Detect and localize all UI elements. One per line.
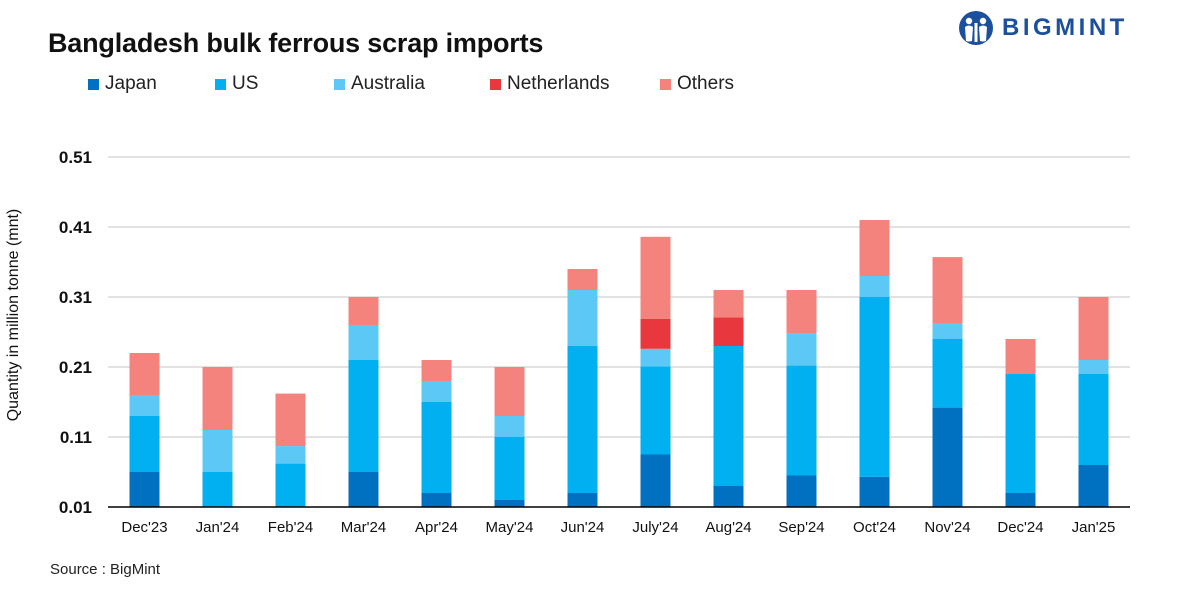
- bar-segment-australia: [640, 348, 671, 367]
- bar-segment-us: [1078, 374, 1109, 465]
- bar-segment-japan: [494, 500, 525, 507]
- x-tick-label: July'24: [632, 519, 678, 536]
- bar-segment-us: [348, 360, 379, 472]
- bar-segment-us: [202, 472, 233, 507]
- bar-segment-us: [494, 437, 525, 500]
- bar-segment-others: [567, 269, 598, 290]
- legend-label: Others: [677, 73, 735, 94]
- bar-segment-australia: [202, 430, 233, 472]
- x-tick-label: Dec'24: [997, 519, 1043, 536]
- x-tick-label: Mar'24: [341, 519, 386, 536]
- bar-segment-australia: [567, 290, 598, 346]
- legend-label: US: [232, 73, 259, 94]
- y-tick-label: 0.31: [59, 288, 92, 307]
- bar-segment-japan: [859, 476, 890, 507]
- source-note: Source : BigMint: [50, 561, 161, 578]
- legend-swatch: [490, 78, 501, 90]
- bar-segment-japan: [1078, 465, 1109, 507]
- x-tick-label: Aug'24: [705, 519, 751, 536]
- bar-segment-australia: [129, 395, 160, 416]
- bar-segment-others: [1078, 297, 1109, 360]
- bar-segment-others: [932, 257, 963, 324]
- bar-segment-japan: [713, 486, 744, 507]
- x-tick-label: Jun'24: [561, 519, 605, 536]
- bar-segment-us: [786, 365, 817, 476]
- x-tick-label: May'24: [486, 519, 534, 536]
- x-tick-label: Jan'24: [196, 519, 240, 536]
- legend-swatch: [88, 78, 99, 90]
- x-tick-label: Dec'23: [121, 519, 167, 536]
- bar-segment-us: [713, 346, 744, 486]
- y-tick-label: 0.41: [59, 218, 92, 237]
- bar-segment-japan: [640, 454, 671, 507]
- y-tick-label: 0.51: [59, 148, 92, 167]
- legend-swatch: [660, 78, 671, 90]
- logo-text: BIGMINT: [1002, 14, 1128, 41]
- bar-segment-others: [129, 353, 160, 395]
- legend-label: Japan: [105, 73, 157, 94]
- bar-segment-others: [859, 220, 890, 276]
- bar-segment-australia: [421, 381, 452, 402]
- y-tick-label: 0.11: [60, 428, 92, 447]
- legend-item-us: US: [215, 73, 258, 95]
- bar-segment-netherlands: [713, 317, 744, 346]
- x-tick-label: Sep'24: [778, 519, 824, 536]
- bar-segment-australia: [348, 325, 379, 360]
- bigmint-logo: BIGMINT: [958, 10, 1128, 46]
- bar-segment-us: [129, 416, 160, 472]
- bar-segment-us: [275, 463, 306, 507]
- bar-segment-others: [348, 297, 379, 325]
- bar-segment-others: [713, 290, 744, 318]
- bar-segment-australia: [275, 446, 306, 464]
- bar-segment-australia: [1078, 360, 1109, 374]
- bar-segment-us: [640, 366, 671, 455]
- y-tick-label: 0.21: [59, 358, 92, 377]
- x-tick-label: Feb'24: [268, 519, 313, 536]
- bar-segment-us: [421, 402, 452, 493]
- bar-segment-japan: [129, 472, 160, 507]
- legend-item-japan: Japan: [88, 73, 157, 95]
- bar-segment-others: [640, 236, 671, 319]
- bar-segment-netherlands: [640, 318, 671, 349]
- legend-label: Netherlands: [507, 73, 610, 94]
- x-tick-label: Oct'24: [853, 519, 896, 536]
- y-tick-label: 0.01: [59, 498, 92, 517]
- legend-swatch: [334, 78, 345, 90]
- bar-segment-us: [567, 346, 598, 493]
- legend-item-australia: Australia: [334, 73, 425, 95]
- bar-segment-others: [494, 367, 525, 416]
- bar-segment-us: [932, 339, 963, 408]
- bar-segment-japan: [786, 475, 817, 507]
- legend-swatch: [215, 78, 226, 90]
- bar-segment-others: [1005, 339, 1036, 374]
- legend-item-netherlands: Netherlands: [490, 73, 609, 95]
- bar-segment-others: [786, 290, 817, 334]
- bar-segment-japan: [567, 493, 598, 507]
- bar-segment-japan: [421, 493, 452, 507]
- bar-segment-japan: [1005, 493, 1036, 507]
- bar-segment-australia: [494, 416, 525, 437]
- legend-label: Australia: [351, 73, 425, 94]
- bar-segment-japan: [348, 472, 379, 507]
- bar-segment-australia: [932, 323, 963, 339]
- bar-segment-japan: [932, 407, 963, 507]
- bar-segment-australia: [859, 276, 890, 297]
- x-tick-label: Nov'24: [924, 519, 970, 536]
- x-tick-label: Apr'24: [415, 519, 458, 536]
- bar-segment-others: [421, 360, 452, 381]
- bar-segment-australia: [786, 333, 817, 366]
- bigmint-logo-icon: [959, 11, 993, 45]
- chart-title: Bangladesh bulk ferrous scrap imports: [48, 28, 544, 58]
- bar-segment-us: [859, 297, 890, 477]
- bar-segment-us: [1005, 374, 1036, 493]
- legend-item-others: Others: [660, 73, 734, 95]
- bar-segment-others: [275, 393, 306, 447]
- bar-segment-others: [202, 367, 233, 430]
- x-tick-label: Jan'25: [1072, 519, 1116, 536]
